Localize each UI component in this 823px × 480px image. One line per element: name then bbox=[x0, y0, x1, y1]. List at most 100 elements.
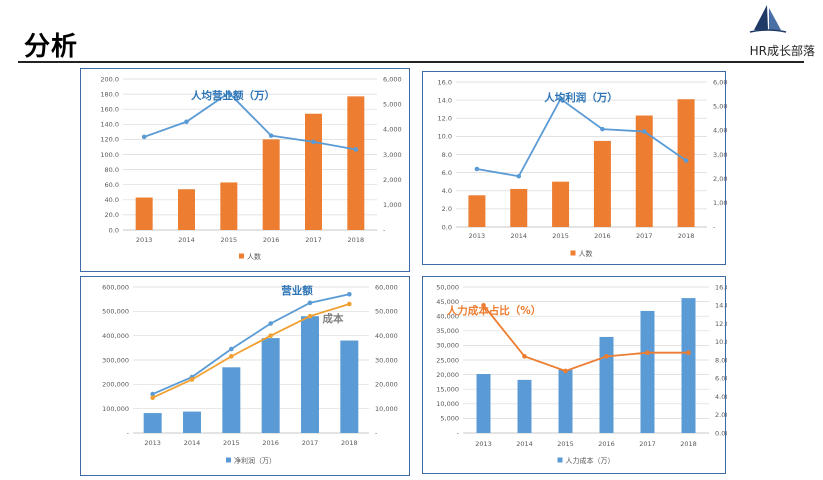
x-tick-label: 2015 bbox=[552, 232, 569, 240]
x-tick-label: 2016 bbox=[262, 439, 279, 447]
data-point bbox=[307, 313, 313, 319]
bar bbox=[143, 413, 162, 433]
y-left-tick-label: - bbox=[127, 429, 130, 437]
data-point bbox=[347, 301, 352, 307]
data-point bbox=[311, 139, 316, 145]
y-right-tick-label: 6,000 bbox=[713, 78, 727, 86]
y-right-tick-label: 40,000 bbox=[375, 332, 398, 340]
bar bbox=[305, 113, 322, 230]
x-tick-label: 2017 bbox=[305, 236, 322, 244]
bar bbox=[340, 340, 359, 433]
x-tick-label: 2013 bbox=[469, 232, 486, 240]
bar bbox=[178, 189, 195, 230]
y-left-tick-label: 60.0 bbox=[105, 181, 119, 189]
data-point bbox=[353, 147, 359, 152]
bar bbox=[261, 338, 280, 433]
y-left-tick-label: 300,000 bbox=[102, 356, 129, 364]
y-right-tick-label: 2,000 bbox=[713, 175, 727, 183]
y-left-tick-label: 16.0 bbox=[438, 78, 452, 86]
y-right-tick-label: 50,000 bbox=[375, 308, 398, 316]
y-left-tick-label: 25,000 bbox=[436, 356, 459, 364]
y-left-tick-label: 120.0 bbox=[100, 136, 119, 144]
data-point bbox=[268, 333, 273, 338]
data-point bbox=[307, 300, 313, 306]
y-right-tick-label: 2.00% bbox=[715, 411, 727, 419]
bar bbox=[510, 188, 528, 227]
x-tick-label: 2014 bbox=[516, 440, 533, 448]
data-point bbox=[522, 354, 527, 359]
y-right-tick-label: 3,000 bbox=[713, 151, 727, 159]
y-left-tick-label: 4.0 bbox=[442, 187, 452, 195]
chart-per-capita-profit: 0.0 2.0 4.0 6.0 8.0 10.0 12.0 14.0 16.0 - 1,000 2,0… bbox=[438, 78, 727, 258]
bar bbox=[681, 298, 696, 433]
data-point bbox=[686, 350, 691, 355]
y-left-tick-label: 8.0 bbox=[442, 151, 452, 159]
y-left-tick-label: 2.0 bbox=[442, 205, 452, 213]
data-point bbox=[474, 166, 480, 172]
x-tick-label: 2014 bbox=[178, 236, 195, 244]
y-left-tick-label: 10,000 bbox=[436, 400, 459, 408]
x-tick-label: 2014 bbox=[184, 439, 201, 447]
bar bbox=[183, 411, 201, 433]
data-point bbox=[563, 368, 568, 374]
x-tick-label: 2015 bbox=[221, 236, 238, 244]
title-divider bbox=[18, 61, 804, 63]
bar bbox=[135, 197, 153, 230]
y-right-tick-label: 5,000 bbox=[713, 102, 727, 110]
data-point bbox=[641, 129, 647, 134]
y-right-tick-label: 10.00% bbox=[715, 338, 727, 346]
bar bbox=[347, 96, 365, 231]
data-point bbox=[229, 354, 234, 359]
y-left-tick-label: 14.0 bbox=[438, 96, 452, 104]
data-point bbox=[189, 377, 195, 382]
y-right-tick-label: 12.00% bbox=[715, 320, 727, 328]
y-right-tick-label: 60,000 bbox=[375, 283, 398, 291]
data-point bbox=[645, 350, 650, 355]
bar bbox=[599, 336, 614, 433]
bar bbox=[593, 140, 611, 227]
y-right-tick-label: 2,000 bbox=[383, 176, 402, 184]
y-right-tick-label: 6.00% bbox=[715, 375, 727, 383]
data-point bbox=[481, 302, 486, 308]
series-line bbox=[143, 91, 356, 151]
bar bbox=[476, 374, 491, 433]
chart-annotation: 成本 bbox=[323, 312, 344, 325]
x-tick-label: 2013 bbox=[475, 440, 492, 448]
x-tick-label: 2018 bbox=[341, 439, 358, 447]
chart-annotation: 营业额 bbox=[281, 284, 313, 297]
chart-panel-per-capita-revenue: 0.0 20.0 40.0 60.0 80.0 100.0 120.0 140.0 160.0 1… bbox=[80, 68, 410, 272]
data-point bbox=[558, 96, 563, 102]
data-point bbox=[604, 354, 609, 359]
y-left-tick-label: 5,000 bbox=[440, 415, 459, 423]
data-point bbox=[347, 292, 352, 297]
y-right-tick-label: 30,000 bbox=[375, 356, 398, 364]
data-point bbox=[141, 134, 147, 140]
x-tick-label: 2018 bbox=[678, 232, 695, 240]
series-line bbox=[482, 304, 689, 372]
data-point bbox=[268, 321, 273, 326]
y-right-tick-label: 4,000 bbox=[383, 126, 402, 134]
x-tick-label: 2014 bbox=[510, 232, 527, 240]
y-right-tick-label: 10,000 bbox=[375, 405, 398, 413]
y-left-tick-label: 15,000 bbox=[436, 386, 459, 394]
series-line bbox=[152, 303, 350, 399]
data-point bbox=[226, 90, 232, 96]
y-left-tick-label: 200,000 bbox=[102, 381, 129, 389]
y-right-tick-label: 14.00% bbox=[715, 302, 727, 310]
series-line bbox=[476, 97, 687, 178]
y-right-tick-label: 6,000 bbox=[383, 75, 402, 83]
data-point bbox=[150, 391, 155, 397]
y-left-tick-label: 6.0 bbox=[442, 169, 452, 177]
bar bbox=[222, 367, 241, 433]
chart-panel-per-capita-profit: 0.0 2.0 4.0 6.0 8.0 10.0 12.0 14.0 16.0 - 1,000 2,0… bbox=[422, 71, 727, 265]
y-left-tick-label: 10.0 bbox=[438, 133, 452, 141]
y-left-tick-label: 0.0 bbox=[109, 226, 119, 234]
data-point bbox=[516, 173, 522, 179]
y-left-tick-label: 40.0 bbox=[105, 196, 119, 204]
y-left-tick-label: 30,000 bbox=[436, 342, 459, 350]
y-left-tick-label: 20.0 bbox=[105, 211, 119, 219]
y-left-tick-label: 80.0 bbox=[105, 166, 119, 174]
chart-panel-hr-cost: - 5,000 10,000 15,000 20,000 25,000 30,000 35,0… bbox=[422, 276, 727, 474]
y-right-tick-label: 1,000 bbox=[713, 199, 727, 207]
y-left-tick-label: 400,000 bbox=[102, 332, 129, 340]
